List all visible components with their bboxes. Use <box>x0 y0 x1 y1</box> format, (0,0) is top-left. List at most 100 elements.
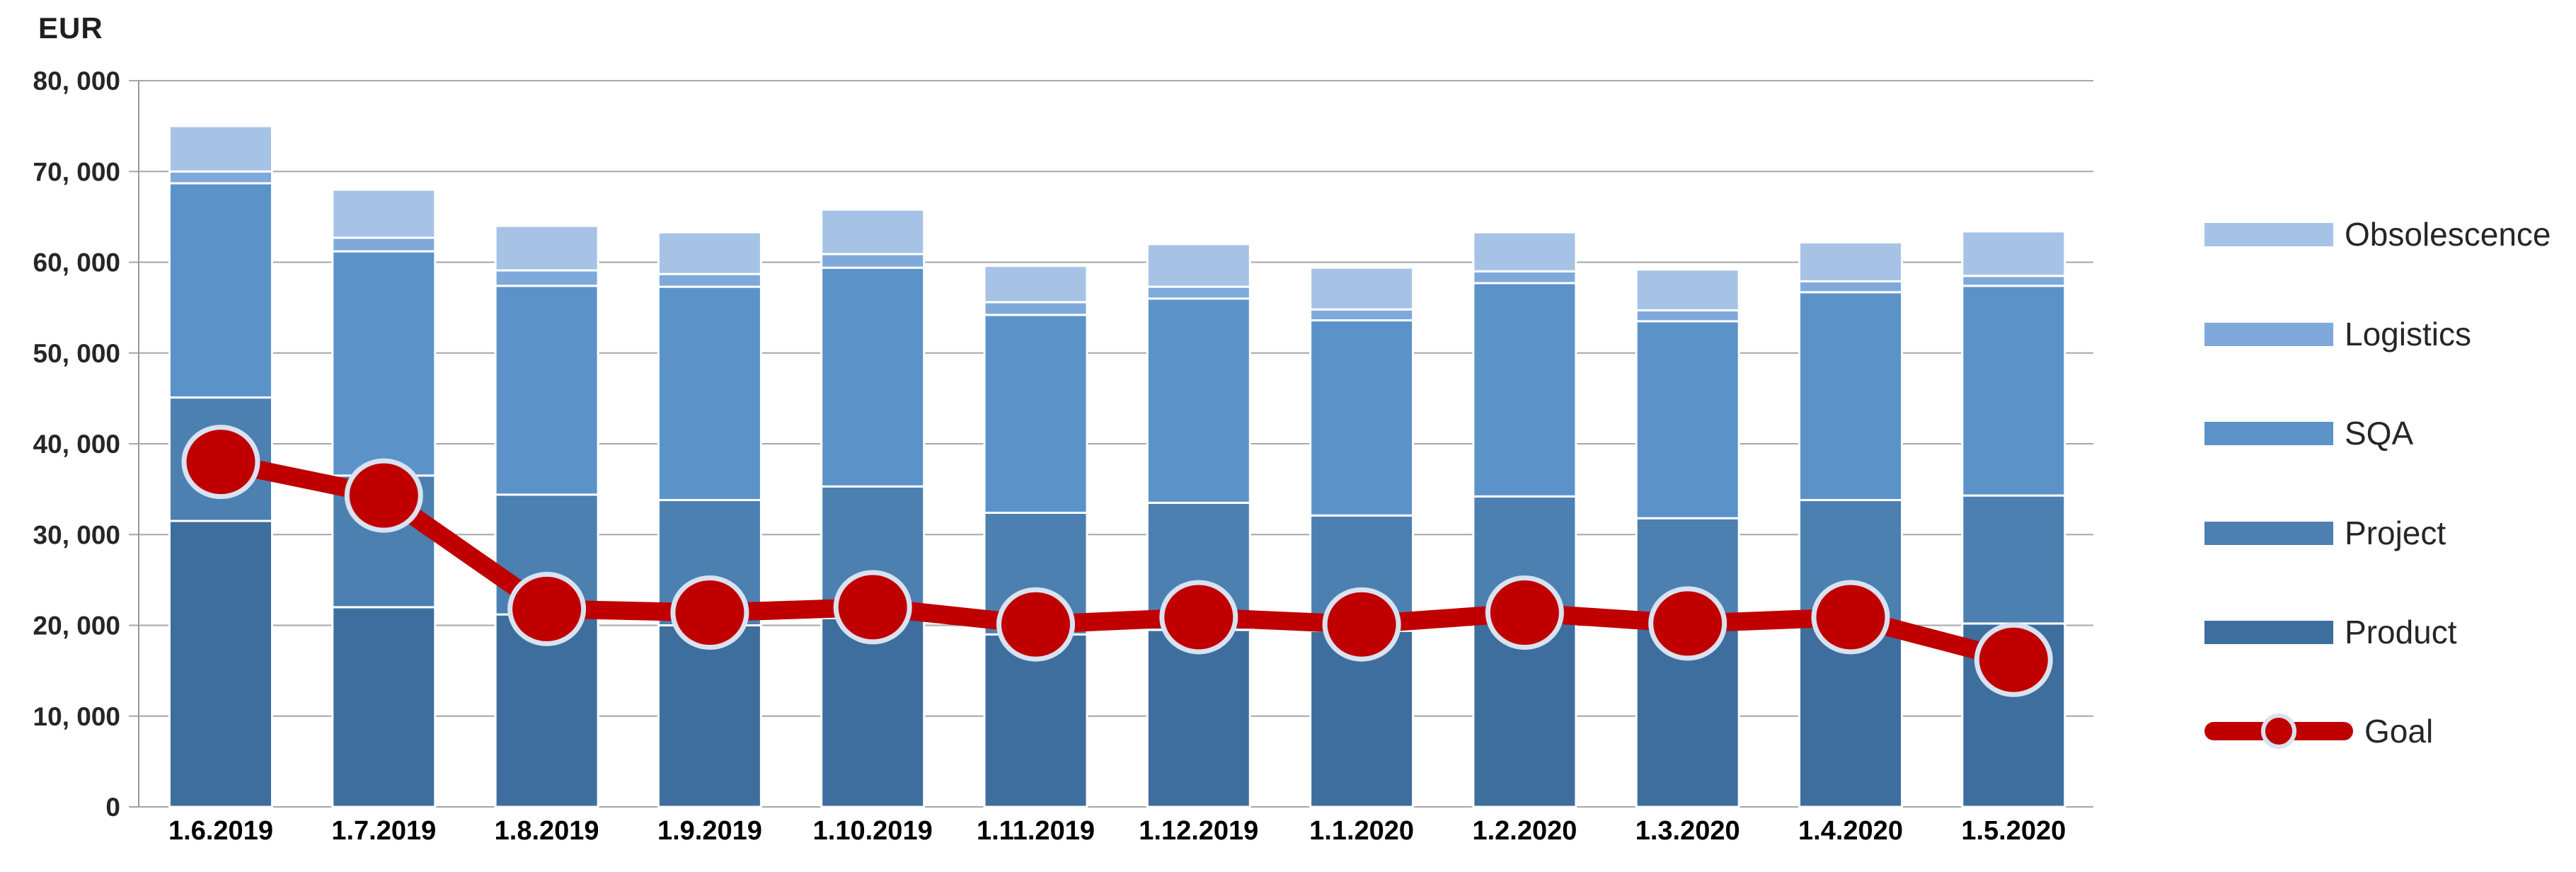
legend-label: Project <box>2345 515 2446 551</box>
y-tick-label: 70, 000 <box>33 157 120 186</box>
bar-segment-logistics-1.12.2019 <box>1146 285 1251 300</box>
x-category-label: 1.5.2020 <box>1961 816 2066 846</box>
goal-marker-1.11.2019 <box>996 587 1075 662</box>
legend-swatch-sqa <box>2204 421 2333 445</box>
bar-segment-sqa-1.8.2019 <box>494 285 599 496</box>
goal-marker-1.12.2019 <box>1159 580 1238 655</box>
bar-segment-product-1.6.2019 <box>168 520 273 808</box>
y-tick-label: 80, 000 <box>33 67 120 96</box>
legend-swatch-logistics <box>2204 322 2333 346</box>
bar-segment-sqa-1.11.2019 <box>983 314 1088 514</box>
bar-segment-product-1.9.2019 <box>657 624 762 808</box>
y-tick-label: 0 <box>105 793 120 822</box>
bar-segment-sqa-1.10.2019 <box>820 266 926 488</box>
legend-item-goal: Goal <box>2204 709 2433 753</box>
x-category-label: 1.12.2019 <box>1139 816 1258 846</box>
x-category-label: 1.7.2019 <box>331 816 436 846</box>
bar-segment-obsolescence-1.6.2019 <box>168 125 273 173</box>
legend-label: Goal <box>2364 713 2434 750</box>
bar-segment-sqa-1.5.2020 <box>1961 285 2066 497</box>
goal-marker-1.4.2020 <box>1811 580 1890 655</box>
goal-marker-1.5.2020 <box>1974 622 2053 697</box>
bar-segment-logistics-1.5.2020 <box>1961 275 2066 287</box>
bar-segment-logistics-1.9.2019 <box>657 272 762 288</box>
bar-segment-obsolescence-1.8.2019 <box>494 224 599 272</box>
bar-segment-product-1.11.2019 <box>983 633 1088 808</box>
x-category-label: 1.10.2019 <box>813 816 933 846</box>
y-tick-label: 30, 000 <box>33 520 120 549</box>
legend-item-obsolescence: Obsolescence <box>2204 212 2551 256</box>
bar-segment-logistics-1.10.2019 <box>820 253 926 269</box>
bar-segment-product-1.1.2020 <box>1309 629 1415 808</box>
x-category-label: 1.2.2020 <box>1472 816 1577 846</box>
legend-label: Logistics <box>2345 316 2471 352</box>
legend-swatch-product <box>2204 620 2333 644</box>
bar-segment-sqa-1.9.2019 <box>657 285 762 502</box>
goal-marker-1.1.2020 <box>1322 587 1401 662</box>
bar-segment-logistics-1.3.2020 <box>1635 309 1740 323</box>
bar-segment-logistics-1.7.2019 <box>331 236 437 253</box>
legend-item-sqa: SQA <box>2204 411 2413 455</box>
legend-item-product: Product <box>2204 610 2457 654</box>
bar-segment-obsolescence-1.3.2020 <box>1635 268 1740 311</box>
legend-label: Obsolescence <box>2345 216 2551 253</box>
bar-segment-obsolescence-1.4.2020 <box>1798 241 1903 282</box>
y-tick-label: 10, 000 <box>33 702 120 731</box>
bar-segment-sqa-1.2.2020 <box>1472 282 1577 498</box>
bar-segment-obsolescence-1.11.2019 <box>983 265 1088 304</box>
x-category-label: 1.11.2019 <box>977 816 1095 846</box>
legend-label: Product <box>2345 614 2457 650</box>
y-tick-label: 40, 000 <box>33 430 120 459</box>
bar-segment-logistics-1.11.2019 <box>983 301 1088 316</box>
bar-segment-logistics-1.4.2020 <box>1798 280 1903 294</box>
bar-segment-obsolescence-1.5.2020 <box>1961 230 2066 277</box>
bar-segment-product-1.3.2020 <box>1635 624 1740 808</box>
bar-segment-logistics-1.6.2019 <box>168 170 273 185</box>
x-category-label: 1.8.2019 <box>495 816 599 846</box>
bar-segment-product-1.12.2019 <box>1146 629 1251 808</box>
goal-marker-1.8.2019 <box>507 571 587 646</box>
x-category-label: 1.6.2019 <box>168 816 273 846</box>
bar-segment-obsolescence-1.12.2019 <box>1146 243 1251 288</box>
bar-segment-product-1.8.2019 <box>494 613 599 808</box>
bar-segment-product-1.2.2020 <box>1472 619 1577 808</box>
bar-segment-sqa-1.4.2020 <box>1798 291 1903 502</box>
legend-swatch-project <box>2204 521 2333 545</box>
goal-marker-1.9.2019 <box>670 575 749 650</box>
goal-marker-1.10.2019 <box>833 570 912 645</box>
legend-item-logistics: Logistics <box>2204 312 2471 356</box>
bar-segment-obsolescence-1.1.2020 <box>1309 266 1415 311</box>
legend-swatch-obsolescence <box>2204 222 2333 246</box>
bar-segment-sqa-1.6.2019 <box>168 182 273 399</box>
bar-segment-product-1.10.2019 <box>820 616 926 808</box>
bar-segment-obsolescence-1.2.2020 <box>1472 231 1577 272</box>
goal-line <box>212 452 2023 670</box>
bar-segment-logistics-1.1.2020 <box>1309 308 1415 322</box>
goal-marker-1.3.2020 <box>1648 586 1727 661</box>
bar-segment-product-1.7.2019 <box>331 606 437 808</box>
goal-marker-1.7.2019 <box>344 458 423 533</box>
y-tick-label: 60, 000 <box>33 248 120 277</box>
bar-segment-logistics-1.8.2019 <box>494 269 599 287</box>
bar-segment-obsolescence-1.10.2019 <box>820 208 926 256</box>
goal-marker-1.6.2019 <box>181 425 260 500</box>
bar-segment-obsolescence-1.7.2019 <box>331 188 437 239</box>
x-category-label: 1.1.2020 <box>1309 816 1414 846</box>
y-tick-label: 20, 000 <box>33 612 120 641</box>
x-category-label: 1.4.2020 <box>1798 816 1903 846</box>
legend-goal-marker-icon <box>2261 713 2296 749</box>
bar-segment-project-1.5.2020 <box>1961 494 2066 625</box>
bar-segment-logistics-1.2.2020 <box>1472 270 1577 285</box>
chart-legend: Obsolescence Logistics SQA Project Product Go… <box>2204 0 2572 872</box>
legend-item-project: Project <box>2204 511 2446 555</box>
bar-segment-sqa-1.3.2020 <box>1635 320 1740 520</box>
x-category-label: 1.9.2019 <box>657 816 762 846</box>
y-axis-title: EUR <box>38 11 103 45</box>
bar-segment-sqa-1.1.2020 <box>1309 319 1415 517</box>
legend-goal-line-icon <box>2204 713 2353 749</box>
bar-segment-sqa-1.12.2019 <box>1146 297 1251 504</box>
goal-marker-1.2.2020 <box>1485 575 1564 650</box>
legend-label: SQA <box>2345 415 2414 452</box>
